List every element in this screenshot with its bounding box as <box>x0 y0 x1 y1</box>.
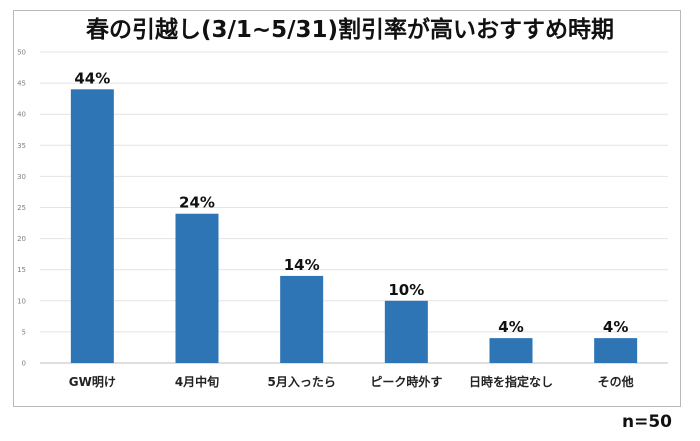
bar <box>280 275 324 363</box>
data-label: 24% <box>179 194 215 212</box>
x-tick-label: ピーク時外す <box>370 374 442 389</box>
y-tick-label: 25 <box>17 204 26 212</box>
bar <box>70 89 114 363</box>
bar <box>489 338 533 363</box>
x-tick-label: 日時を指定なし <box>469 374 553 389</box>
data-label: 4% <box>603 318 628 336</box>
y-tick-label: 30 <box>17 173 26 181</box>
y-tick-label: 35 <box>17 142 26 150</box>
bar <box>384 300 428 363</box>
bar <box>175 213 219 363</box>
y-tick-label: 0 <box>22 360 26 368</box>
x-tick-label: 5月入ったら <box>267 375 335 389</box>
chart-frame <box>13 10 681 407</box>
y-tick-label: 10 <box>17 297 26 305</box>
x-tick-label: その他 <box>598 374 634 389</box>
gridlines <box>40 51 668 364</box>
data-label: 10% <box>388 281 424 299</box>
chart-title: 春の引越し(3/1~5/31)割引率が高いおすすめ時期 <box>85 17 615 43</box>
y-tick-label: 20 <box>17 235 26 243</box>
data-label: 44% <box>74 69 110 87</box>
data-label: 14% <box>284 256 320 274</box>
y-tick-label: 15 <box>17 266 26 274</box>
data-labels: 44% 24% 14% 10% 4% 4% <box>74 69 628 336</box>
x-axis: GW明け 4月中旬 5月入ったら ピーク時外す 日時を指定なし その他 <box>69 374 634 389</box>
y-tick-label: 40 <box>17 111 26 119</box>
y-tick-label: 45 <box>17 80 26 88</box>
sample-size-note: n=50 <box>621 412 672 432</box>
y-axis: 0 5 10 15 20 25 30 35 40 45 50 <box>17 49 26 368</box>
x-tick-label: 4月中旬 <box>175 374 219 389</box>
bar <box>594 338 638 363</box>
y-tick-label: 5 <box>22 328 26 336</box>
x-tick-label: GW明け <box>69 375 116 389</box>
bars <box>70 89 638 363</box>
data-label: 4% <box>498 318 523 336</box>
y-tick-label: 50 <box>17 49 26 57</box>
